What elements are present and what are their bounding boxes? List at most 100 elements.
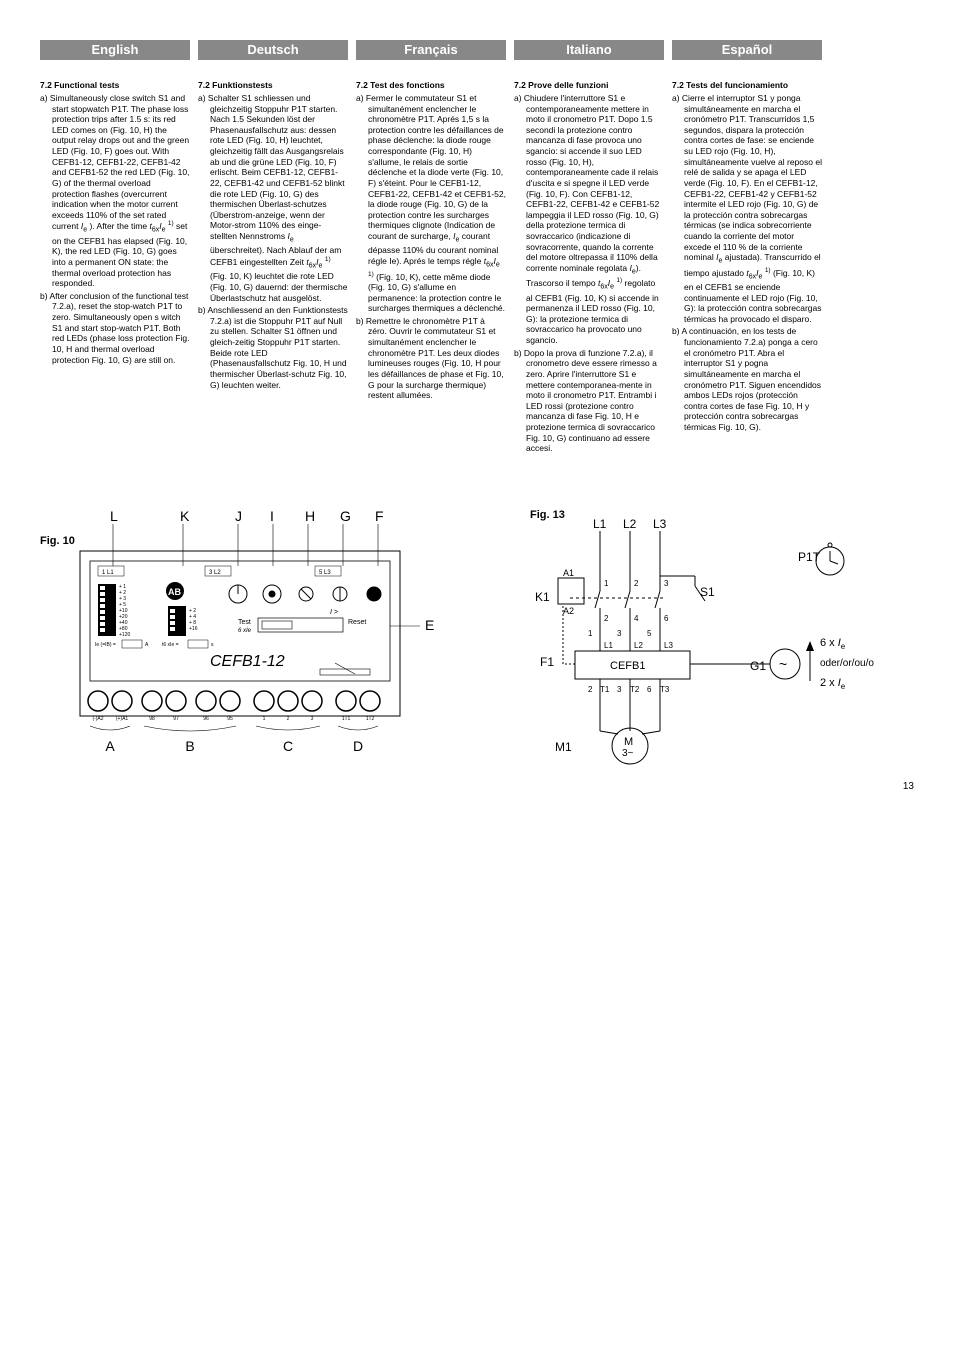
es-b: b) A continuación, en los tests de funci… (672, 326, 822, 432)
svg-text:D: D (353, 738, 363, 754)
svg-text:H: H (305, 508, 315, 524)
lang-it: Italiano (514, 40, 664, 60)
svg-text:~: ~ (779, 656, 787, 672)
figures-row: L K J I H G F Fig. 10 (40, 506, 914, 789)
heading-es: 7.2 Tests del funcionamiento (672, 80, 822, 91)
col-fr: 7.2 Test des fonctions a) Fermer le comm… (356, 80, 506, 456)
svg-text:CEFB1: CEFB1 (610, 660, 645, 672)
svg-text:L1: L1 (593, 517, 607, 531)
svg-text:A: A (105, 738, 115, 754)
svg-text:L: L (110, 508, 118, 524)
page-number: 13 (903, 781, 914, 794)
de-a: a) Schalter S1 schliessen und gleichzeit… (198, 93, 348, 303)
svg-text:6: 6 (647, 685, 652, 694)
es-a: a) Cierre el interruptor S1 y ponga simu… (672, 93, 822, 325)
fig10-wrap: L K J I H G F Fig. 10 (40, 506, 460, 769)
svg-text:4: 4 (634, 614, 639, 623)
svg-text:Fig. 10: Fig. 10 (40, 535, 75, 547)
heading-en: 7.2 Functional tests (40, 80, 190, 91)
svg-text:97: 97 (173, 716, 179, 722)
svg-text:Fig. 13: Fig. 13 (530, 509, 565, 521)
svg-text:AB: AB (168, 587, 181, 597)
svg-text:+16: +16 (189, 626, 198, 632)
fig13-diagram: Fig. 13 L1 L2 L3 K1 A1 A2 (500, 506, 900, 786)
svg-text:1T1: 1T1 (342, 716, 351, 722)
svg-text:J: J (235, 508, 242, 524)
svg-text:3: 3 (664, 579, 669, 588)
svg-text:L3: L3 (653, 517, 667, 531)
svg-text:P1T: P1T (798, 550, 821, 564)
svg-text:M1: M1 (555, 740, 572, 754)
svg-text:B: B (185, 738, 194, 754)
heading-de: 7.2 Funktionstests (198, 80, 348, 91)
fig13-wrap: Fig. 13 L1 L2 L3 K1 A1 A2 (500, 506, 900, 789)
svg-text:3: 3 (311, 716, 314, 722)
svg-text:+120: +120 (119, 632, 130, 638)
it-a: a) Chiudere l'interruttore S1 e contempo… (514, 93, 664, 346)
heading-it: 7.2 Prove delle funzioni (514, 80, 664, 91)
lang-fr: Français (356, 40, 506, 60)
en-b: b) After conclusion of the functional te… (40, 291, 190, 365)
svg-text:1: 1 (263, 716, 266, 722)
svg-text:5: 5 (647, 629, 652, 638)
col-it: 7.2 Prove delle funzioni a) Chiudere l'i… (514, 80, 664, 456)
svg-text:s: s (211, 642, 214, 648)
lang-es: Español (672, 40, 822, 60)
svg-text:98: 98 (149, 716, 155, 722)
fig10-diagram: L K J I H G F Fig. 10 (40, 506, 460, 766)
svg-text:(+)A1: (+)A1 (116, 716, 129, 722)
svg-text:2: 2 (588, 685, 593, 694)
fr-a: a) Fermer le commutateur S1 et simultané… (356, 93, 506, 314)
svg-text:A2: A2 (563, 606, 574, 616)
svg-text:2: 2 (287, 716, 290, 722)
svg-text:G: G (340, 508, 351, 524)
svg-text:F: F (375, 508, 384, 524)
svg-text:K1: K1 (535, 590, 550, 604)
svg-text:5 L3: 5 L3 (319, 570, 331, 576)
svg-text:E: E (425, 617, 434, 633)
svg-text:Reset: Reset (348, 619, 366, 626)
heading-fr: 7.2 Test des fonctions (356, 80, 506, 91)
svg-text:t6 xIe =: t6 xIe = (162, 642, 179, 648)
svg-text:1T2: 1T2 (366, 716, 375, 722)
col-en: 7.2 Functional tests a) Simultaneously c… (40, 80, 190, 456)
svg-text:2: 2 (604, 614, 609, 623)
svg-text:2: 2 (634, 579, 639, 588)
svg-text:T3: T3 (660, 685, 670, 694)
svg-text:1: 1 (588, 629, 593, 638)
it-b: b) Dopo la prova di funzione 7.2.a), il … (514, 348, 664, 454)
svg-text:3: 3 (617, 685, 622, 694)
svg-text:A: A (145, 642, 149, 648)
de-b: b) Anschliessend an den Funktionstests 7… (198, 305, 348, 390)
svg-text:1 L1: 1 L1 (102, 570, 114, 576)
svg-text:A1: A1 (563, 568, 574, 578)
lang-en: English (40, 40, 190, 60)
svg-text:G1: G1 (750, 659, 766, 673)
svg-text:L1: L1 (604, 641, 613, 650)
svg-text:Ie (=IB) =: Ie (=IB) = (95, 642, 116, 648)
svg-text:L3: L3 (664, 641, 673, 650)
fr-b: b) Remettre le chronomètre P1T à zéro. O… (356, 316, 506, 401)
svg-text:1: 1 (604, 579, 609, 588)
en-a: a) Simultaneously close switch S1 and st… (40, 93, 190, 289)
svg-text:M: M (624, 736, 633, 748)
svg-text:I >: I > (330, 609, 338, 616)
svg-text:F1: F1 (540, 655, 554, 669)
svg-text:T1: T1 (600, 685, 610, 694)
lang-de: Deutsch (198, 40, 348, 60)
svg-text:3 L2: 3 L2 (209, 570, 221, 576)
svg-text:Test: Test (238, 619, 251, 626)
svg-text:K: K (180, 508, 190, 524)
svg-text:oder/or/ou/o: oder/or/ou/o (820, 658, 874, 669)
text-columns: 7.2 Functional tests a) Simultaneously c… (40, 80, 914, 456)
svg-text:96: 96 (203, 716, 209, 722)
svg-text:95: 95 (227, 716, 233, 722)
svg-text:3: 3 (617, 629, 622, 638)
col-es: 7.2 Tests del funcionamiento a) Cierre e… (672, 80, 822, 456)
svg-text:C: C (283, 738, 293, 754)
svg-text:6 x Ie: 6 x Ie (820, 637, 846, 651)
col-de: 7.2 Funktionstests a) Schalter S1 schlie… (198, 80, 348, 456)
svg-text:T2: T2 (630, 685, 640, 694)
svg-text:I: I (270, 508, 274, 524)
svg-text:2 x Ie: 2 x Ie (820, 677, 846, 691)
